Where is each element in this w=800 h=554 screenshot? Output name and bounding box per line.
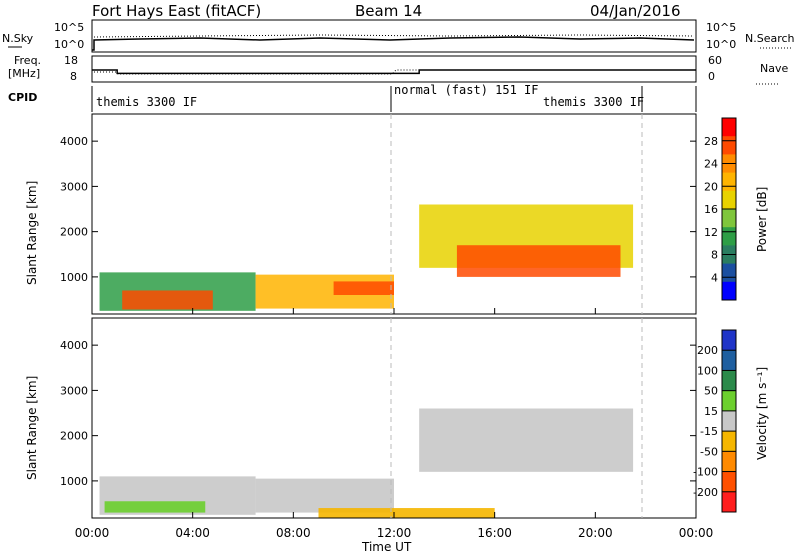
freq-panel: Freq. [MHz] 18 8 Nave 60 0 — [8, 54, 788, 85]
site-title: Fort Hays East (fitACF) — [92, 2, 261, 20]
velocity-region-2 — [255, 478, 394, 513]
power-cbar-tick-label-6: 4 — [711, 271, 718, 284]
nave-label: Nave — [760, 62, 788, 75]
power-panel: Slant Range [km] 4000 3000 2000 1000 28 24 20… — [25, 113, 769, 315]
power-data-regions — [99, 204, 634, 311]
nave-tick-top: 60 — [708, 54, 722, 67]
noise-panel: N.Sky 10^5 10^0 N.Search 10^5 10^0 — [2, 19, 795, 53]
power-cbar-swatch-6 — [722, 227, 736, 246]
power-cbar-tick-label-2: 20 — [704, 180, 718, 193]
noise-right-tick-top: 10^5 — [706, 21, 736, 34]
velocity-cbar-swatch-7 — [722, 471, 736, 493]
ytick-label-0: 4000 — [60, 135, 88, 148]
power-yaxis: 4000 3000 2000 1000 — [60, 135, 696, 284]
velocity-cbar-swatch-6 — [722, 451, 736, 473]
velocity-data-regions — [99, 408, 634, 518]
ytick-label-2: 2000 — [60, 226, 88, 239]
velocity-cbar-swatch-0 — [722, 330, 736, 351]
velocity-cbar-tick-label-5: -50 — [700, 445, 718, 458]
velocity-cbar-tick-label-4: -15 — [700, 425, 718, 438]
power-cbar-swatch-9 — [722, 281, 736, 301]
velocity-cbar-frame — [721, 329, 737, 513]
ytick-label-0: 4000 — [60, 339, 88, 352]
velocity-cbar-swatch-1 — [722, 350, 736, 371]
xtick-label-1: 04:00 — [175, 526, 210, 540]
velocity-cbar-label: Velocity [m s⁻¹] — [755, 367, 769, 460]
velocity-yaxis: 4000 3000 2000 1000 — [60, 339, 696, 488]
velocity-ylabel: Slant Range [km] — [25, 376, 39, 480]
nave-tick-bottom: 0 — [708, 70, 715, 83]
xtick-label-2: 08:00 — [276, 526, 311, 540]
velocity-colorbar: 200 100 50 15 -15 -50 -100 -200 — [693, 329, 737, 513]
velocity-region-1 — [104, 501, 206, 513]
xtick-label-3: 12:00 — [377, 526, 412, 540]
cpid-label: CPID — [8, 91, 37, 104]
nsky-label: N.Sky — [2, 32, 34, 45]
cpid-panel: CPID themis 3300 IF normal (fast) 151 IF… — [8, 83, 697, 112]
power-cbar-tick-label-5: 8 — [711, 249, 718, 262]
power-cbar-swatch-3 — [722, 172, 736, 192]
beam-title: Beam 14 — [355, 2, 422, 20]
frequency-trace — [92, 69, 696, 75]
cpid-segment-2: normal (fast) 151 IF — [394, 83, 539, 97]
power-cbar-tick-label-3: 16 — [704, 203, 718, 216]
xaxis-label: Time UT — [361, 540, 412, 554]
velocity-cbar-tick-label-2: 50 — [704, 385, 718, 398]
ytick-label-1: 3000 — [60, 180, 88, 193]
nsearch-label: N.Search — [745, 32, 795, 45]
xtick-label-0: 00:00 — [75, 526, 110, 540]
velocity-cbar-tick-label-1: 100 — [697, 364, 718, 377]
power-ylabel: Slant Range [km] — [25, 181, 39, 285]
velocity-region-4 — [419, 408, 634, 472]
noise-search-trace — [93, 34, 695, 38]
power-region-3 — [333, 281, 394, 295]
velocity-cbar-swatch-3 — [722, 390, 736, 412]
velocity-cbar-tick-label-6: -100 — [693, 466, 718, 479]
velocity-cbar-tick-label-7: -200 — [693, 486, 718, 499]
velocity-cbar-swatch-4 — [722, 410, 736, 432]
velocity-cbar-swatch-8 — [722, 491, 736, 513]
power-cbar-swatch-0 — [722, 118, 736, 137]
noise-right-tick-bottom: 10^0 — [706, 38, 736, 51]
power-cbar-swatch-1 — [722, 136, 736, 155]
power-cbar-swatch-8 — [722, 263, 736, 283]
power-cbar-swatch-4 — [722, 190, 736, 210]
freq-unit-label: [MHz] — [8, 67, 40, 80]
power-region-1 — [122, 290, 213, 310]
noise-left-tick-top: 10^5 — [54, 21, 84, 34]
noise-left-tick-bottom: 10^0 — [54, 38, 84, 51]
ytick-label-2: 2000 — [60, 430, 88, 443]
cpid-segment-3: themis 3300 IF — [543, 95, 644, 109]
noise-sky-trace — [92, 36, 695, 51]
velocity-cbar-tick-label-0: 200 — [697, 344, 718, 357]
ytick-label-3: 1000 — [60, 271, 88, 284]
power-cbar-label: Power [dB] — [755, 187, 769, 252]
ytick-label-1: 3000 — [60, 384, 88, 397]
velocity-cbar-swatch-2 — [722, 370, 736, 392]
date-title: 04/Jan/2016 — [590, 2, 681, 20]
freq-tick-bottom: 8 — [70, 70, 77, 83]
xtick-label-6: 00:00 — [679, 526, 714, 540]
power-cbar-tick-label-4: 12 — [704, 226, 718, 239]
power-cbar-tick-label-1: 24 — [704, 158, 718, 171]
velocity-panel: Slant Range [km] 4000 3000 2000 1000 200 100… — [25, 317, 769, 519]
power-cbar-swatch-5 — [722, 209, 736, 228]
power-region-5 — [456, 245, 621, 277]
velocity-cbar-swatch-5 — [722, 431, 736, 452]
xtick-label-4: 16:00 — [477, 526, 512, 540]
ytick-label-3: 1000 — [60, 475, 88, 488]
freq-label: Freq. — [14, 54, 41, 67]
power-cbar-tick-label-0: 28 — [704, 135, 718, 148]
time-axis: 00:00 04:00 08:00 12:00 16:00 20:00 00:00 — [75, 308, 714, 540]
nave-trace — [94, 69, 694, 75]
velocity-region-3 — [318, 508, 495, 518]
velocity-cbar-tick-label-3: 15 — [704, 405, 718, 418]
xtick-label-5: 20:00 — [578, 526, 613, 540]
cpid-segment-1: themis 3300 IF — [96, 95, 197, 109]
power-colorbar: 28 24 20 16 12 8 4 — [704, 117, 737, 301]
freq-tick-top: 18 — [64, 54, 78, 67]
